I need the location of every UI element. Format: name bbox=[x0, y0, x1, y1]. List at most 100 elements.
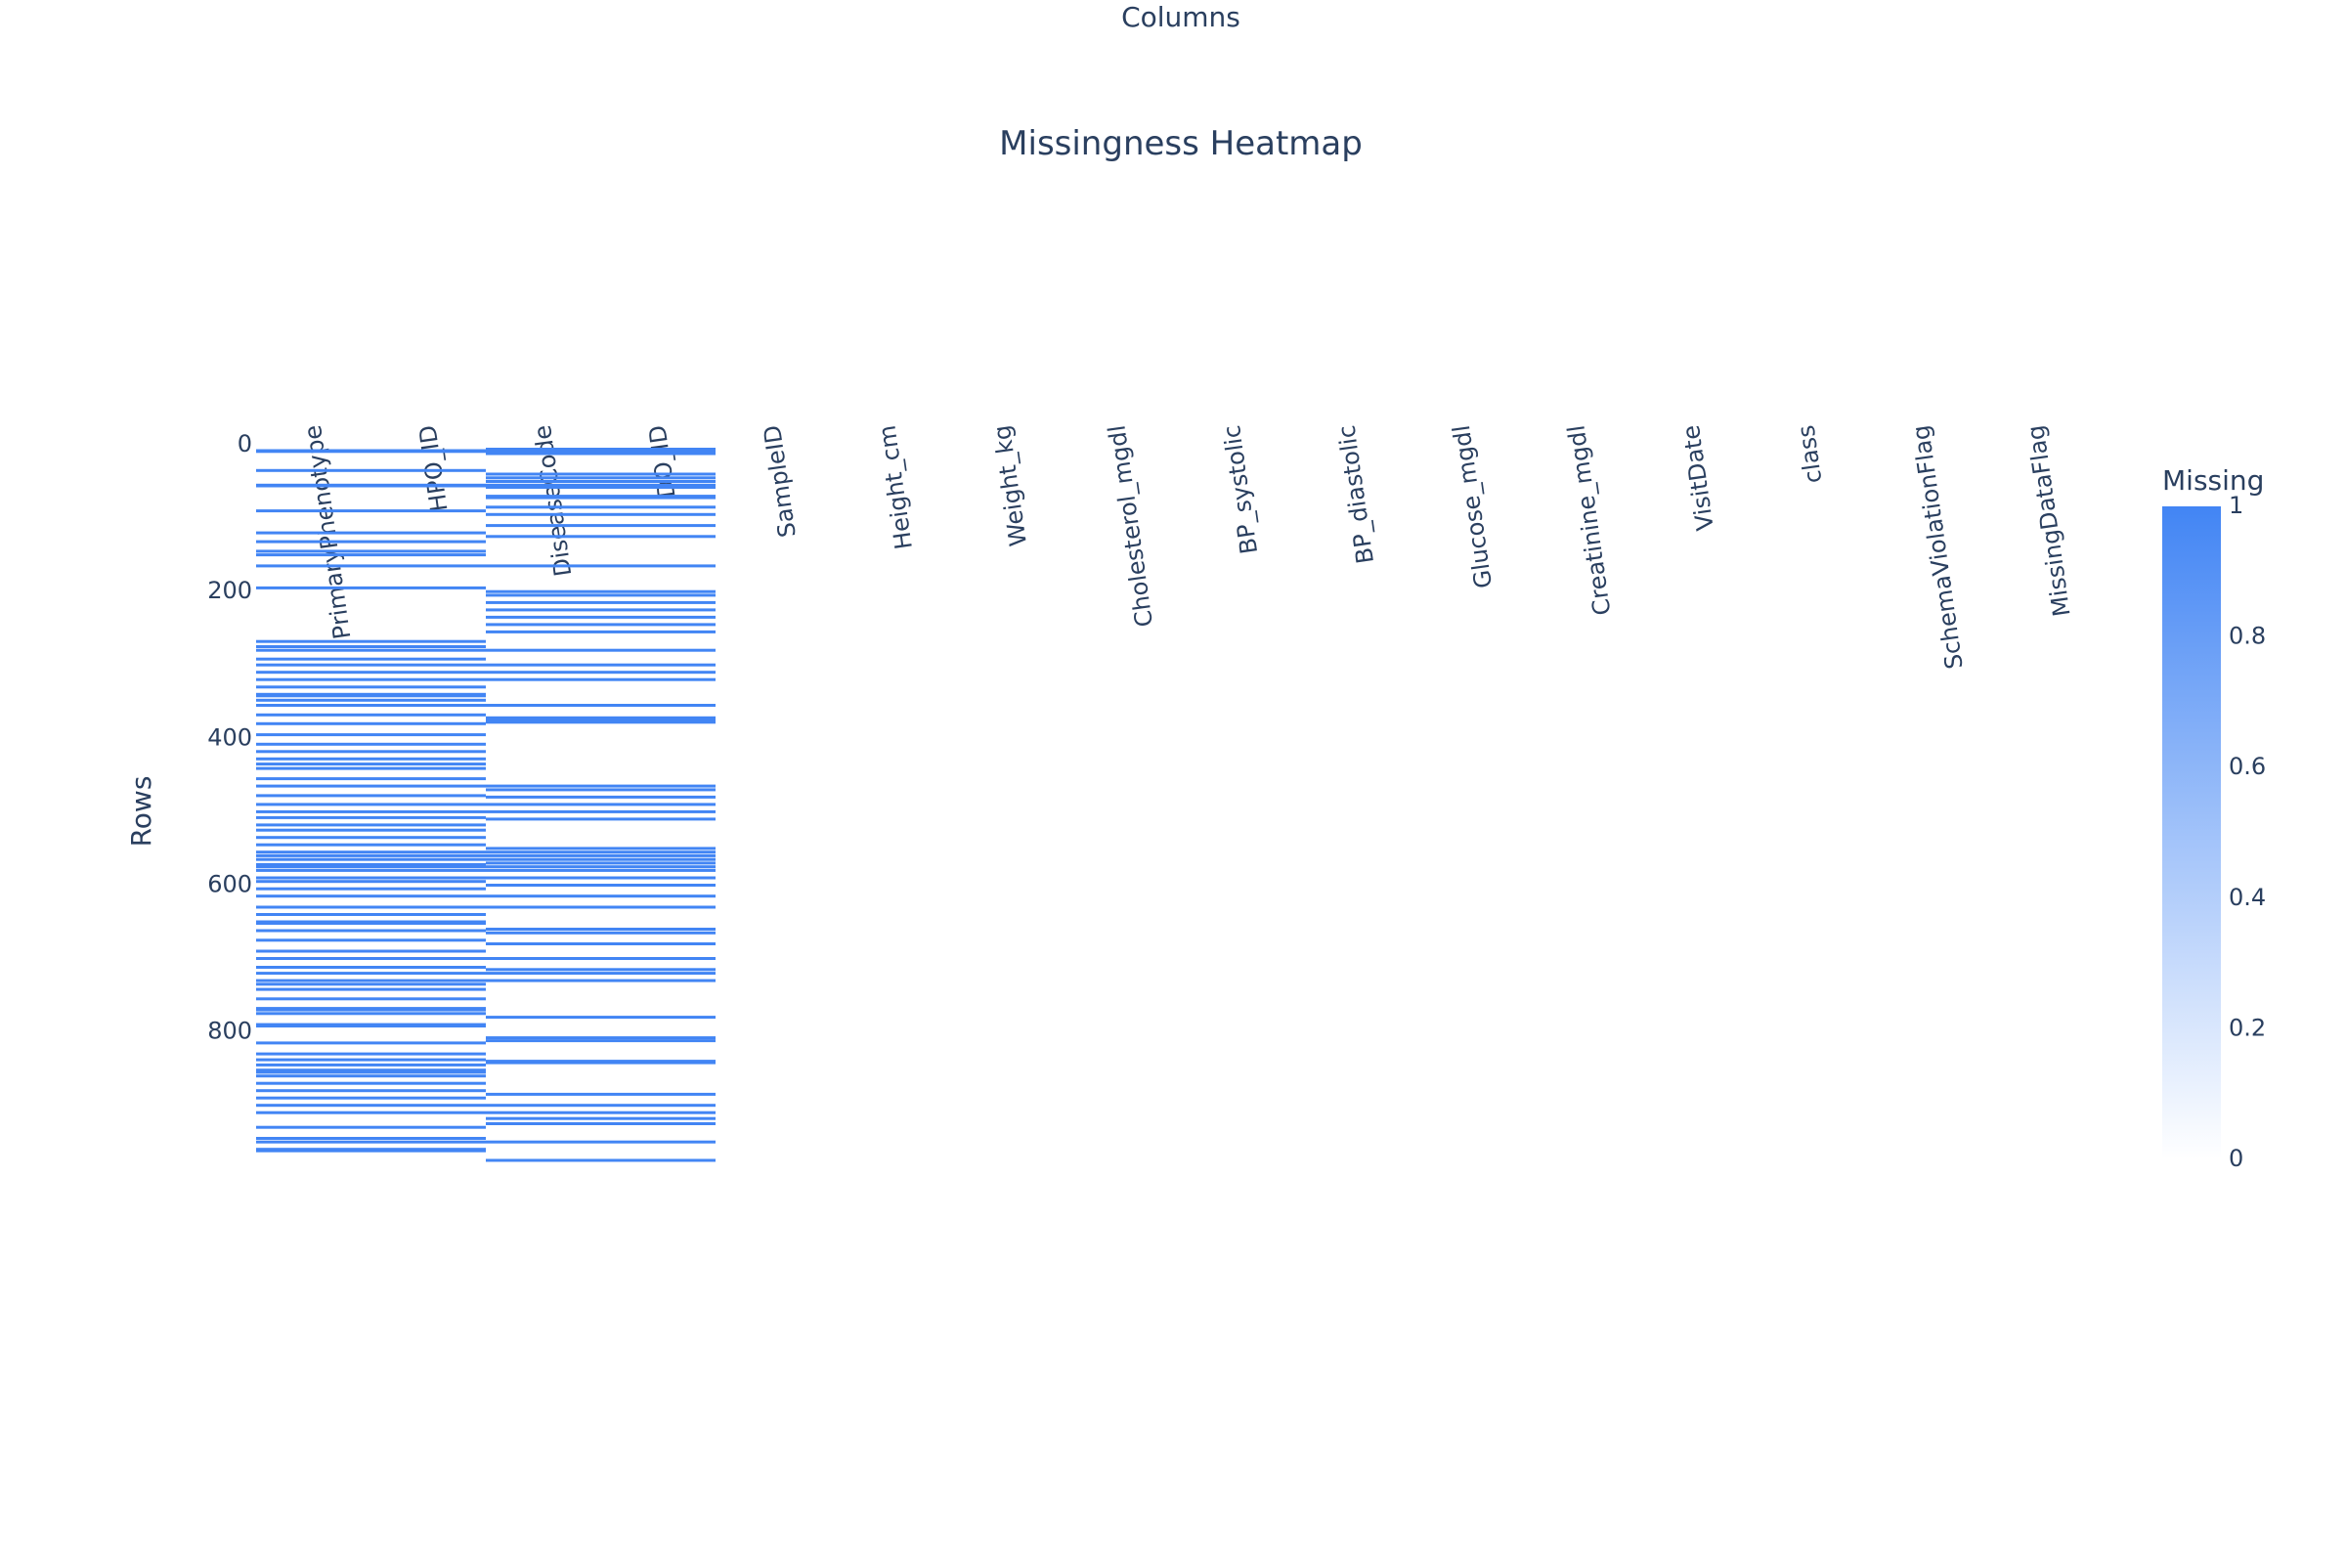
missing-cell bbox=[256, 1074, 486, 1078]
missing-cell bbox=[486, 648, 716, 652]
missing-cell bbox=[256, 862, 486, 866]
missing-cell bbox=[256, 1089, 486, 1093]
missing-cell bbox=[256, 972, 486, 976]
missing-cell bbox=[486, 884, 716, 887]
x-tick-labels: PrimaryPhenotype HPO_ID DiseaseCode DO_ID Sa… bbox=[299, 423, 2076, 671]
colorbar-tick-labels: 0 0.2 0.4 0.6 0.8 1 bbox=[2229, 492, 2266, 1172]
missing-cell bbox=[256, 677, 486, 681]
x-tick-label: DiseaseCode bbox=[529, 423, 577, 578]
colorbar-tick-label: 0.2 bbox=[2229, 1014, 2266, 1041]
missing-cell bbox=[486, 968, 716, 972]
missing-cell bbox=[256, 843, 486, 847]
colorbar-title: Missing bbox=[2162, 464, 2264, 497]
missing-cell bbox=[486, 716, 716, 719]
missing-cell bbox=[486, 448, 716, 451]
missing-cell bbox=[486, 979, 716, 982]
missing-cell bbox=[256, 865, 486, 869]
missing-cell bbox=[486, 452, 716, 456]
y-tick-label: 600 bbox=[207, 871, 252, 898]
missing-cell bbox=[256, 1140, 486, 1144]
missing-cell bbox=[256, 648, 486, 652]
x-tick-label: BP_systolic bbox=[1218, 423, 1263, 555]
missing-cell bbox=[486, 803, 716, 806]
missing-cell bbox=[486, 630, 716, 633]
missing-cell bbox=[256, 957, 486, 960]
missing-cell bbox=[256, 979, 486, 982]
missing-cell bbox=[256, 1081, 486, 1085]
missing-cell bbox=[486, 663, 716, 667]
missing-cell bbox=[486, 480, 716, 483]
missing-cell bbox=[486, 1036, 716, 1040]
missing-cell bbox=[256, 922, 486, 925]
x-tick-label: MissingDataFlag bbox=[2021, 423, 2075, 618]
missing-cell bbox=[256, 987, 486, 991]
missing-cell bbox=[256, 509, 486, 513]
missing-cell bbox=[256, 1008, 486, 1012]
missing-cell bbox=[486, 809, 716, 813]
missing-cell bbox=[256, 1063, 486, 1067]
missing-cell bbox=[256, 1070, 486, 1074]
x-tick-label: Weight_kg bbox=[988, 423, 1032, 547]
missing-cell bbox=[256, 1012, 486, 1016]
missing-cell bbox=[256, 949, 486, 953]
x-tick-label: SchemaViolationFlag bbox=[1907, 423, 1969, 671]
missing-cell bbox=[486, 564, 716, 568]
missing-cell bbox=[256, 766, 486, 770]
missing-cell bbox=[486, 850, 716, 854]
missing-cell bbox=[256, 850, 486, 854]
missing-cell bbox=[256, 1096, 486, 1100]
missing-cell bbox=[256, 828, 486, 832]
missing-cell bbox=[256, 1104, 486, 1108]
y-tick-label: 800 bbox=[207, 1018, 252, 1045]
missing-cell bbox=[256, 450, 486, 454]
missing-cell bbox=[256, 853, 486, 857]
x-tick-label: class bbox=[1792, 423, 1827, 485]
missing-cell bbox=[486, 1140, 716, 1144]
missing-cell bbox=[486, 593, 716, 597]
missing-cell bbox=[256, 733, 486, 737]
y-axis-title: Rows bbox=[125, 776, 157, 848]
missing-cell bbox=[486, 496, 716, 500]
missing-cell bbox=[486, 600, 716, 604]
missing-cell bbox=[256, 876, 486, 880]
missing-cell bbox=[256, 887, 486, 891]
x-tick-label: Height_cm bbox=[873, 423, 918, 551]
missing-cell bbox=[256, 868, 486, 872]
missing-cell bbox=[256, 1041, 486, 1045]
x-tick-label: VisitDate bbox=[1677, 423, 1719, 532]
x-tick-label: Cholesterol_mgdl bbox=[1103, 423, 1158, 629]
missing-cell bbox=[256, 586, 486, 589]
y-tick-label: 200 bbox=[207, 577, 252, 604]
missing-cell bbox=[256, 777, 486, 781]
missing-cell bbox=[486, 928, 716, 931]
missing-cell bbox=[486, 535, 716, 539]
missing-cell bbox=[256, 809, 486, 813]
missing-cell bbox=[486, 1116, 716, 1120]
missing-cell bbox=[256, 671, 486, 675]
missing-cell bbox=[486, 847, 716, 850]
missing-cell bbox=[486, 853, 716, 857]
missing-cell bbox=[486, 972, 716, 976]
missing-cell bbox=[486, 472, 716, 476]
missing-cell bbox=[486, 512, 716, 516]
missing-cell bbox=[256, 468, 486, 472]
missing-cell bbox=[486, 505, 716, 509]
missing-cell bbox=[256, 938, 486, 942]
missing-cell bbox=[486, 931, 716, 935]
missing-cell bbox=[256, 913, 486, 916]
missing-cell bbox=[256, 1137, 486, 1140]
missing-cell bbox=[486, 524, 716, 528]
missing-cell bbox=[256, 750, 486, 754]
missing-cell bbox=[256, 1125, 486, 1129]
missing-cell bbox=[256, 803, 486, 806]
missing-cell bbox=[486, 868, 716, 872]
missing-cell bbox=[486, 876, 716, 880]
missing-cell bbox=[256, 484, 486, 488]
missing-cell bbox=[486, 784, 716, 788]
missing-cell bbox=[256, 966, 486, 969]
missing-cell bbox=[256, 997, 486, 1001]
missing-cell bbox=[486, 1092, 716, 1096]
missing-cell bbox=[486, 894, 716, 898]
